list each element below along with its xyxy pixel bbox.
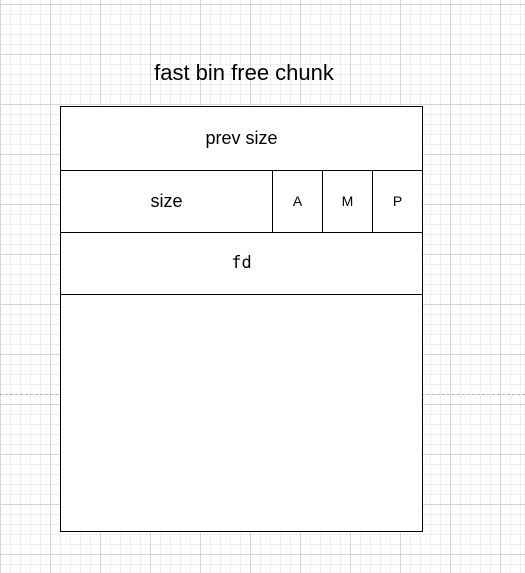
flag-m-cell: M <box>323 170 373 232</box>
diagram-title: fast bin free chunk <box>154 60 334 85</box>
flag-a-cell: A <box>273 170 323 232</box>
size-field-row: size A M P <box>61 170 422 233</box>
flag-p-cell: P <box>392 193 403 209</box>
fd-field: fd <box>61 232 422 295</box>
chunk-box: prev size size A M P fd <box>60 106 423 532</box>
prev-size-label: prev size <box>205 128 278 148</box>
fd-label: fd <box>231 253 252 273</box>
size-label: size <box>61 170 273 232</box>
prev-size-field: prev size <box>61 107 422 171</box>
